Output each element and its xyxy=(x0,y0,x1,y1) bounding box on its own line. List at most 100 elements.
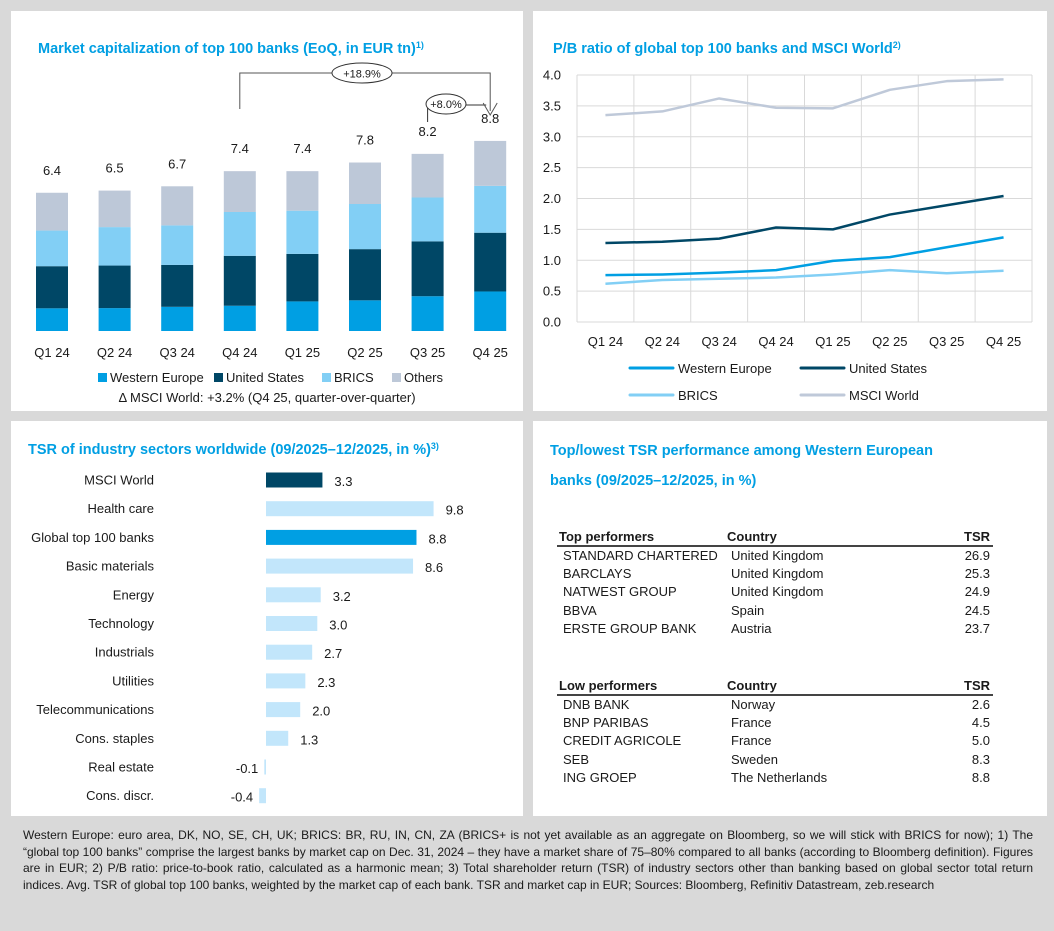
table-row: BNP PARIBAS France 4.5 xyxy=(557,714,993,732)
bar-segment-brics xyxy=(474,185,507,233)
y-tick-label: 2.5 xyxy=(543,160,561,175)
table-row: ERSTE GROUP BANK Austria 23.7 xyxy=(557,620,993,638)
x-tick-label: Q2 25 xyxy=(872,334,907,349)
y-tick-label: 3.5 xyxy=(543,98,561,113)
x-tick-label: Q4 25 xyxy=(986,334,1021,349)
legend-label-msci-world: MSCI World xyxy=(849,388,919,403)
bar-segment-united-states xyxy=(411,241,444,297)
y-tick-label: 3.0 xyxy=(543,129,561,144)
arrow-head-icon xyxy=(482,102,498,116)
value-label-global-top-100-banks: 8.8 xyxy=(428,531,446,546)
table-row: DNB BANK Norway 2.6 xyxy=(557,695,993,714)
x-tick-label: Q2 24 xyxy=(645,334,680,349)
bar-segment-united-states xyxy=(474,232,507,292)
table-row: CREDIT AGRICOLE France 5.0 xyxy=(557,732,993,750)
line-series-united-states xyxy=(605,194,1004,245)
bar-total-label: 6.5 xyxy=(106,161,124,176)
bar-segment-brics xyxy=(411,197,444,242)
value-label-technology: 3.0 xyxy=(329,618,347,633)
header-low-performers: Low performers xyxy=(557,678,725,696)
x-tick-label: Q3 25 xyxy=(410,345,445,360)
pb-ratio-title: P/B ratio of global top 100 banks and MS… xyxy=(553,40,901,57)
x-tick-label: Q2 24 xyxy=(97,345,132,360)
bar-segment-western-europe xyxy=(223,305,256,331)
bar-segment-others xyxy=(223,171,256,212)
legend-swatch-brics xyxy=(322,373,331,382)
x-tick-label: Q1 24 xyxy=(588,334,623,349)
tsr-sectors-chart: MSCI World 3.3 Health care 9.8 Global top 10… xyxy=(31,472,464,805)
category-label-cons-staples: Cons. staples xyxy=(75,731,154,746)
country: France xyxy=(731,715,772,731)
line-series-western-europe xyxy=(605,236,1004,277)
bar-segment-western-europe xyxy=(161,306,194,331)
y-tick-label: 4.0 xyxy=(543,68,561,83)
bank-name: BNP PARIBAS xyxy=(563,715,649,731)
bar-segment-western-europe xyxy=(36,308,68,331)
bar-segment-united-states xyxy=(161,264,194,307)
category-label-real-estate: Real estate xyxy=(88,760,154,775)
tsr-value: 24.5 xyxy=(964,602,990,618)
bar-total-label: 8.2 xyxy=(419,124,437,139)
x-tick-label: Q1 24 xyxy=(34,345,69,360)
bar-telecommunications xyxy=(266,702,301,718)
bar-technology xyxy=(266,616,318,631)
bank-name: DNB BANK xyxy=(563,697,630,712)
bar-segment-western-europe xyxy=(411,296,444,331)
category-label-msci-world: MSCI World xyxy=(84,473,154,488)
tsr-value: 24.9 xyxy=(964,584,990,600)
bar-segment-others xyxy=(286,171,319,211)
bar-segment-brics xyxy=(223,211,256,256)
top-performers-header: Top performers Country TSR xyxy=(557,529,993,547)
tsr-value: 26.9 xyxy=(964,548,990,563)
growth-label-8-0: +8.0% xyxy=(430,99,462,111)
x-tick-label: Q3 25 xyxy=(929,334,964,349)
bar-msci-world xyxy=(266,472,323,488)
x-tick-label: Q4 24 xyxy=(758,334,793,349)
table-row: STANDARD CHARTERED United Kingdom 26.9 xyxy=(557,546,993,565)
category-label-utilities: Utilities xyxy=(112,673,154,688)
legend-label-brics: BRICS xyxy=(334,370,374,385)
value-label-telecommunications: 2.0 xyxy=(312,704,330,719)
value-label-industrials: 2.7 xyxy=(324,646,342,661)
bar-cons-staples xyxy=(266,730,289,746)
bar-basic-materials xyxy=(266,558,414,574)
value-label-msci-world: 3.3 xyxy=(334,474,352,489)
bank-name: NATWEST GROUP xyxy=(563,584,677,600)
bar-segment-others xyxy=(161,186,194,226)
header-tsr: TSR xyxy=(923,529,993,547)
x-tick-label: Q2 25 xyxy=(347,345,382,360)
legend-swatch-western-europe xyxy=(98,373,107,382)
x-tick-label: Q3 24 xyxy=(159,345,194,360)
bar-total-label: 7.8 xyxy=(356,133,374,148)
bar-cons-discr xyxy=(259,788,266,804)
x-tick-label: Q1 25 xyxy=(815,334,850,349)
pb-ratio-chart: 0.0 0.5 1.0 1.5 2.0 2.5 3.0 3.5 4.0 Q1 24 Q2 24 Q3 … xyxy=(543,68,1033,403)
growth-label-18-9: +18.9% xyxy=(343,69,381,81)
tsr-value: 5.0 xyxy=(971,733,990,749)
table-row: SEB Sweden 8.3 xyxy=(557,751,993,769)
bank-name: BARCLAYS xyxy=(563,566,632,582)
growth-bubble-8-0 xyxy=(425,93,467,115)
x-tick-label: Q3 24 xyxy=(701,334,736,349)
line-series-brics xyxy=(605,268,1004,285)
legend-label-united-states: United States xyxy=(849,361,928,376)
table-row: ING GROEP The Netherlands 8.8 xyxy=(557,769,993,787)
value-label-cons-staples: 1.3 xyxy=(300,732,318,747)
country: United Kingdom xyxy=(731,584,824,600)
tsr-sectors-title: TSR of industry sectors worldwide (09/20… xyxy=(28,441,439,458)
y-tick-label: 2.0 xyxy=(543,191,561,206)
tsr-value: 25.3 xyxy=(964,566,990,582)
bar-segment-others xyxy=(411,153,444,198)
country: Sweden xyxy=(731,751,778,767)
value-label-basic-materials: 8.6 xyxy=(425,560,443,575)
country: United Kingdom xyxy=(731,566,824,582)
country: France xyxy=(731,733,772,749)
bar-segment-western-europe xyxy=(98,308,131,331)
bar-segment-united-states xyxy=(349,249,381,301)
x-tick-label: Q1 25 xyxy=(285,345,320,360)
bar-global-top-100-banks xyxy=(266,529,417,545)
x-tick-label: Q4 24 xyxy=(222,345,257,360)
bank-name: SEB xyxy=(563,751,590,767)
bar-segment-others xyxy=(98,190,131,228)
table-row: BBVA Spain 24.5 xyxy=(557,602,993,620)
